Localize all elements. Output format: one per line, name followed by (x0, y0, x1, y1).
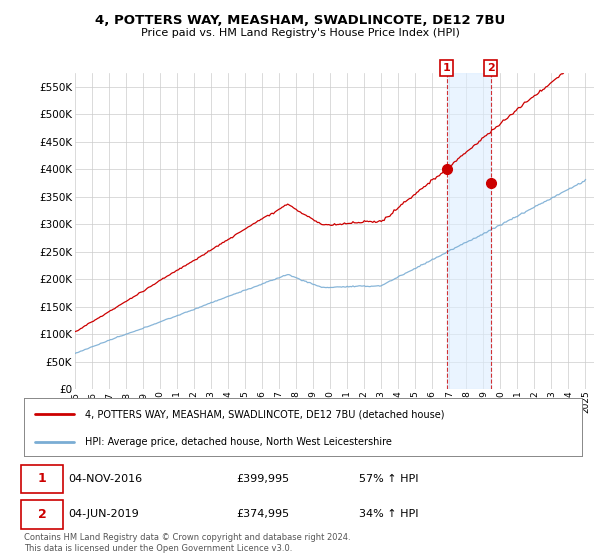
Text: £399,995: £399,995 (236, 474, 289, 484)
Text: 34% ↑ HPI: 34% ↑ HPI (359, 510, 418, 520)
Text: Price paid vs. HM Land Registry's House Price Index (HPI): Price paid vs. HM Land Registry's House … (140, 28, 460, 38)
Text: 4, POTTERS WAY, MEASHAM, SWADLINCOTE, DE12 7BU (detached house): 4, POTTERS WAY, MEASHAM, SWADLINCOTE, DE… (85, 409, 445, 419)
Text: 04-NOV-2016: 04-NOV-2016 (68, 474, 143, 484)
Text: 1: 1 (443, 63, 451, 73)
Text: 04-JUN-2019: 04-JUN-2019 (68, 510, 139, 520)
Text: Contains HM Land Registry data © Crown copyright and database right 2024.
This d: Contains HM Land Registry data © Crown c… (24, 533, 350, 553)
Text: 1: 1 (38, 472, 47, 486)
Text: 2: 2 (38, 508, 47, 521)
FancyBboxPatch shape (21, 465, 63, 493)
Text: 4, POTTERS WAY, MEASHAM, SWADLINCOTE, DE12 7BU: 4, POTTERS WAY, MEASHAM, SWADLINCOTE, DE… (95, 14, 505, 27)
Text: HPI: Average price, detached house, North West Leicestershire: HPI: Average price, detached house, Nort… (85, 437, 392, 447)
Text: £374,995: £374,995 (236, 510, 289, 520)
Text: 57% ↑ HPI: 57% ↑ HPI (359, 474, 418, 484)
Text: 2: 2 (487, 63, 494, 73)
Bar (446, 73, 491, 389)
FancyBboxPatch shape (21, 500, 63, 529)
